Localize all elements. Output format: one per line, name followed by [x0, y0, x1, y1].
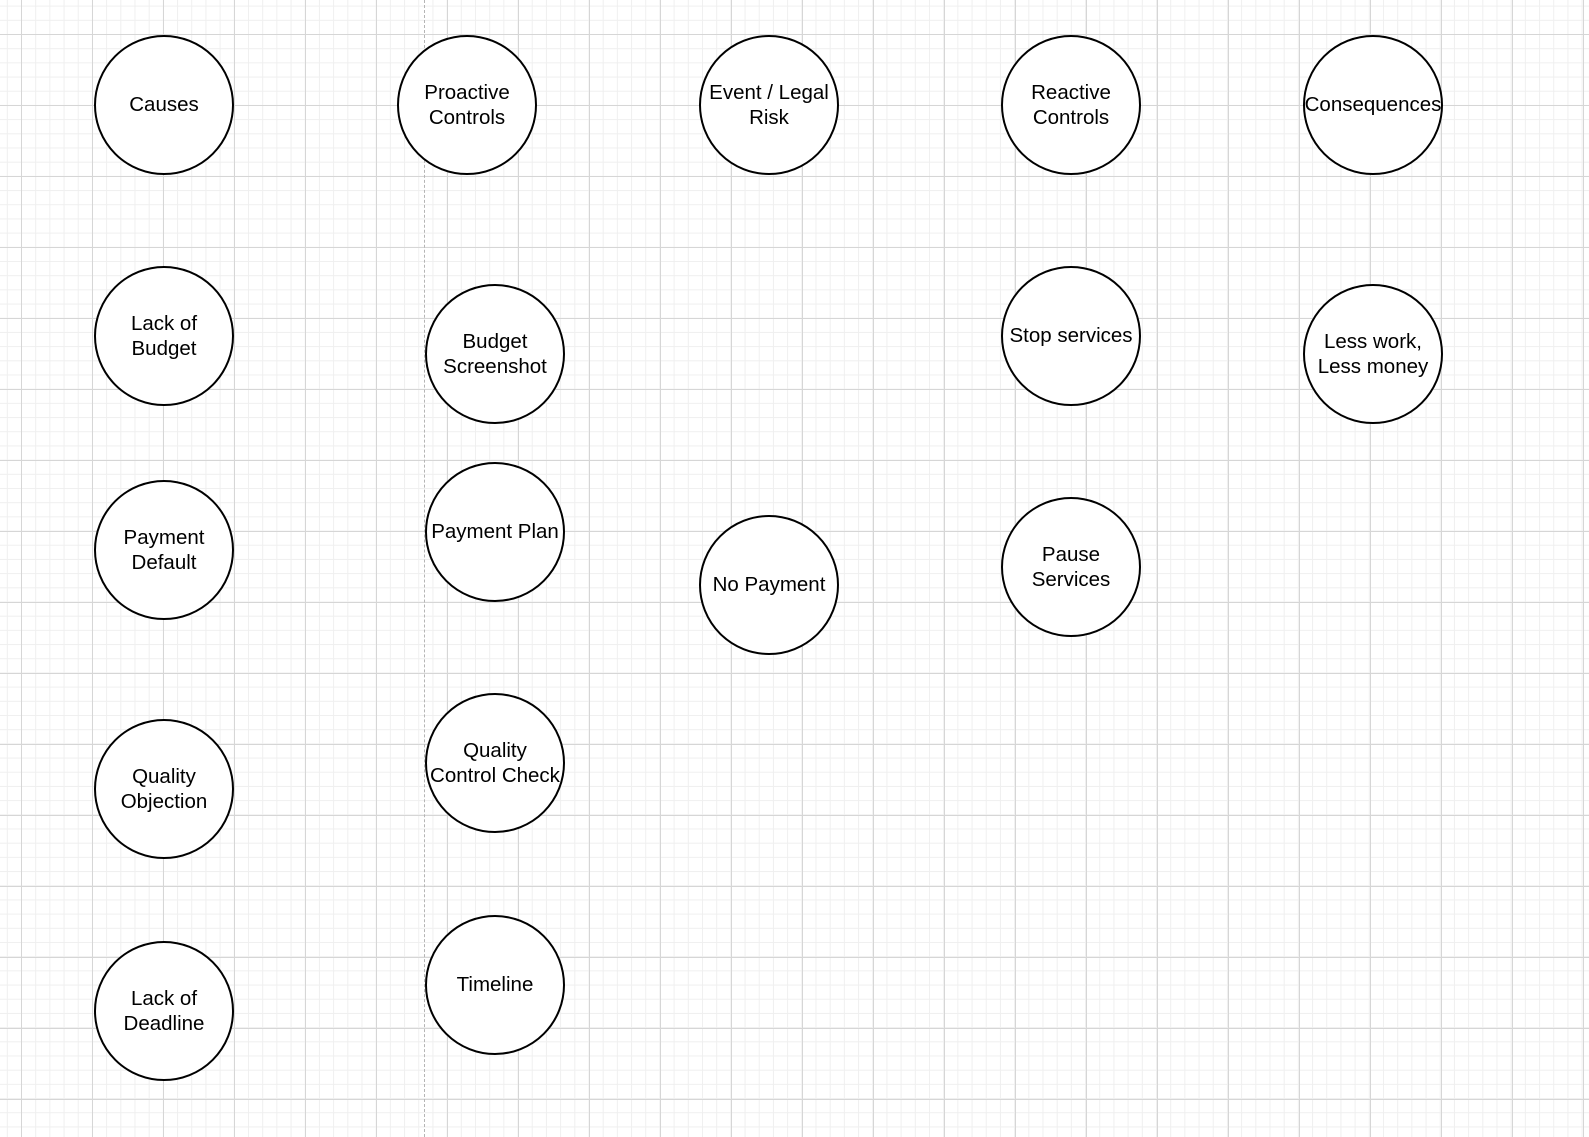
node-less-work-less-money[interactable]: Less work, Less money [1303, 284, 1443, 424]
dashed-guide-line [424, 0, 425, 1137]
node-label: Quality Objection [120, 764, 208, 814]
node-lack-of-deadline[interactable]: Lack of Deadline [94, 941, 234, 1081]
node-quality-objection[interactable]: Quality Objection [94, 719, 234, 859]
node-budget-screenshot[interactable]: Budget Screenshot [425, 284, 565, 424]
node-pause-services[interactable]: Pause Services [1001, 497, 1141, 637]
node-label: Budget Screenshot [443, 329, 547, 379]
node-causes[interactable]: Causes [94, 35, 234, 175]
node-label: Payment Default [123, 525, 205, 575]
node-label: Stop services [1009, 324, 1133, 348]
node-label: Proactive Controls [424, 80, 510, 130]
node-consequences[interactable]: Consequences [1303, 35, 1443, 175]
node-reactive-controls[interactable]: Reactive Controls [1001, 35, 1141, 175]
node-payment-plan[interactable]: Payment Plan [425, 462, 565, 602]
node-label: Quality Control Check [430, 738, 560, 788]
node-label: Lack of Deadline [123, 986, 205, 1036]
node-label: Pause Services [1031, 542, 1111, 592]
node-label: Lack of Budget [130, 311, 198, 361]
node-label: Consequences [1304, 93, 1442, 117]
node-payment-default[interactable]: Payment Default [94, 480, 234, 620]
node-no-payment[interactable]: No Payment [699, 515, 839, 655]
node-label: No Payment [712, 573, 826, 597]
node-label: Reactive Controls [1031, 80, 1111, 130]
node-event-legal-risk[interactable]: Event / Legal Risk [699, 35, 839, 175]
node-label: Causes [129, 93, 199, 117]
node-timeline[interactable]: Timeline [425, 915, 565, 1055]
node-proactive-controls[interactable]: Proactive Controls [397, 35, 537, 175]
node-lack-of-budget[interactable]: Lack of Budget [94, 266, 234, 406]
node-label: Less work, Less money [1317, 329, 1429, 379]
node-label: Event / Legal Risk [709, 80, 829, 130]
node-quality-control-check[interactable]: Quality Control Check [425, 693, 565, 833]
node-label: Payment Plan [431, 520, 559, 544]
node-stop-services[interactable]: Stop services [1001, 266, 1141, 406]
node-label: Timeline [456, 973, 534, 997]
